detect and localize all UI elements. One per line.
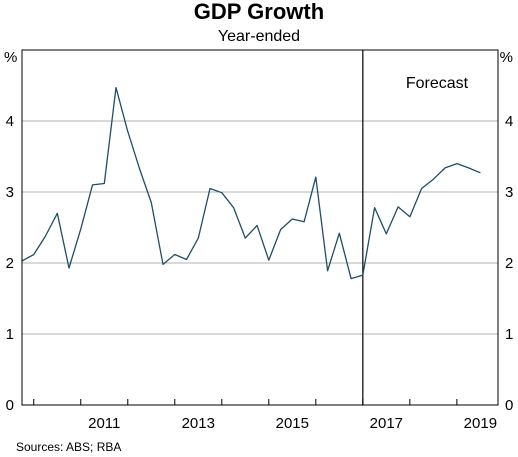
y-tick-label-right: 0	[505, 397, 513, 414]
x-tick-label: 2015	[276, 415, 309, 432]
y-axis-unit-right: %	[500, 49, 513, 66]
gridlines	[22, 120, 498, 335]
series-group	[21, 86, 481, 280]
sources-note: Sources: ABS; RBA	[16, 440, 121, 454]
y-tick-label-right: 1	[505, 326, 513, 343]
x-axis-ticks	[33, 399, 458, 405]
y-tick-label-right: 4	[505, 113, 513, 130]
y-axis-unit-left: %	[4, 49, 17, 66]
series-line-gdp	[21, 86, 481, 280]
chart-title: GDP Growth	[194, 0, 324, 24]
x-tick-label: 2013	[182, 415, 215, 432]
y-tick-label-left: 3	[6, 184, 14, 201]
y-axis-left-ticks: 0 1 2 3 4	[6, 113, 14, 414]
y-tick-label-left: 0	[6, 397, 14, 414]
forecast-annotation: Forecast	[406, 75, 469, 92]
y-tick-label-right: 2	[505, 255, 513, 272]
x-tick-label: 2011	[88, 415, 120, 432]
y-tick-label-left: 4	[6, 113, 14, 130]
chart-subtitle: Year-ended	[218, 28, 300, 45]
x-axis-labels: 2011 2013 2015 2017 2019	[88, 415, 497, 432]
y-tick-label-left: 1	[6, 326, 14, 343]
x-tick-label: 2019	[464, 415, 497, 432]
y-axis-right-ticks: 0 1 2 3 4	[505, 113, 513, 414]
y-tick-label-left: 2	[6, 255, 14, 272]
plot-frame	[21, 49, 499, 406]
y-tick-label-right: 3	[505, 184, 513, 201]
x-tick-label: 2017	[370, 415, 403, 432]
